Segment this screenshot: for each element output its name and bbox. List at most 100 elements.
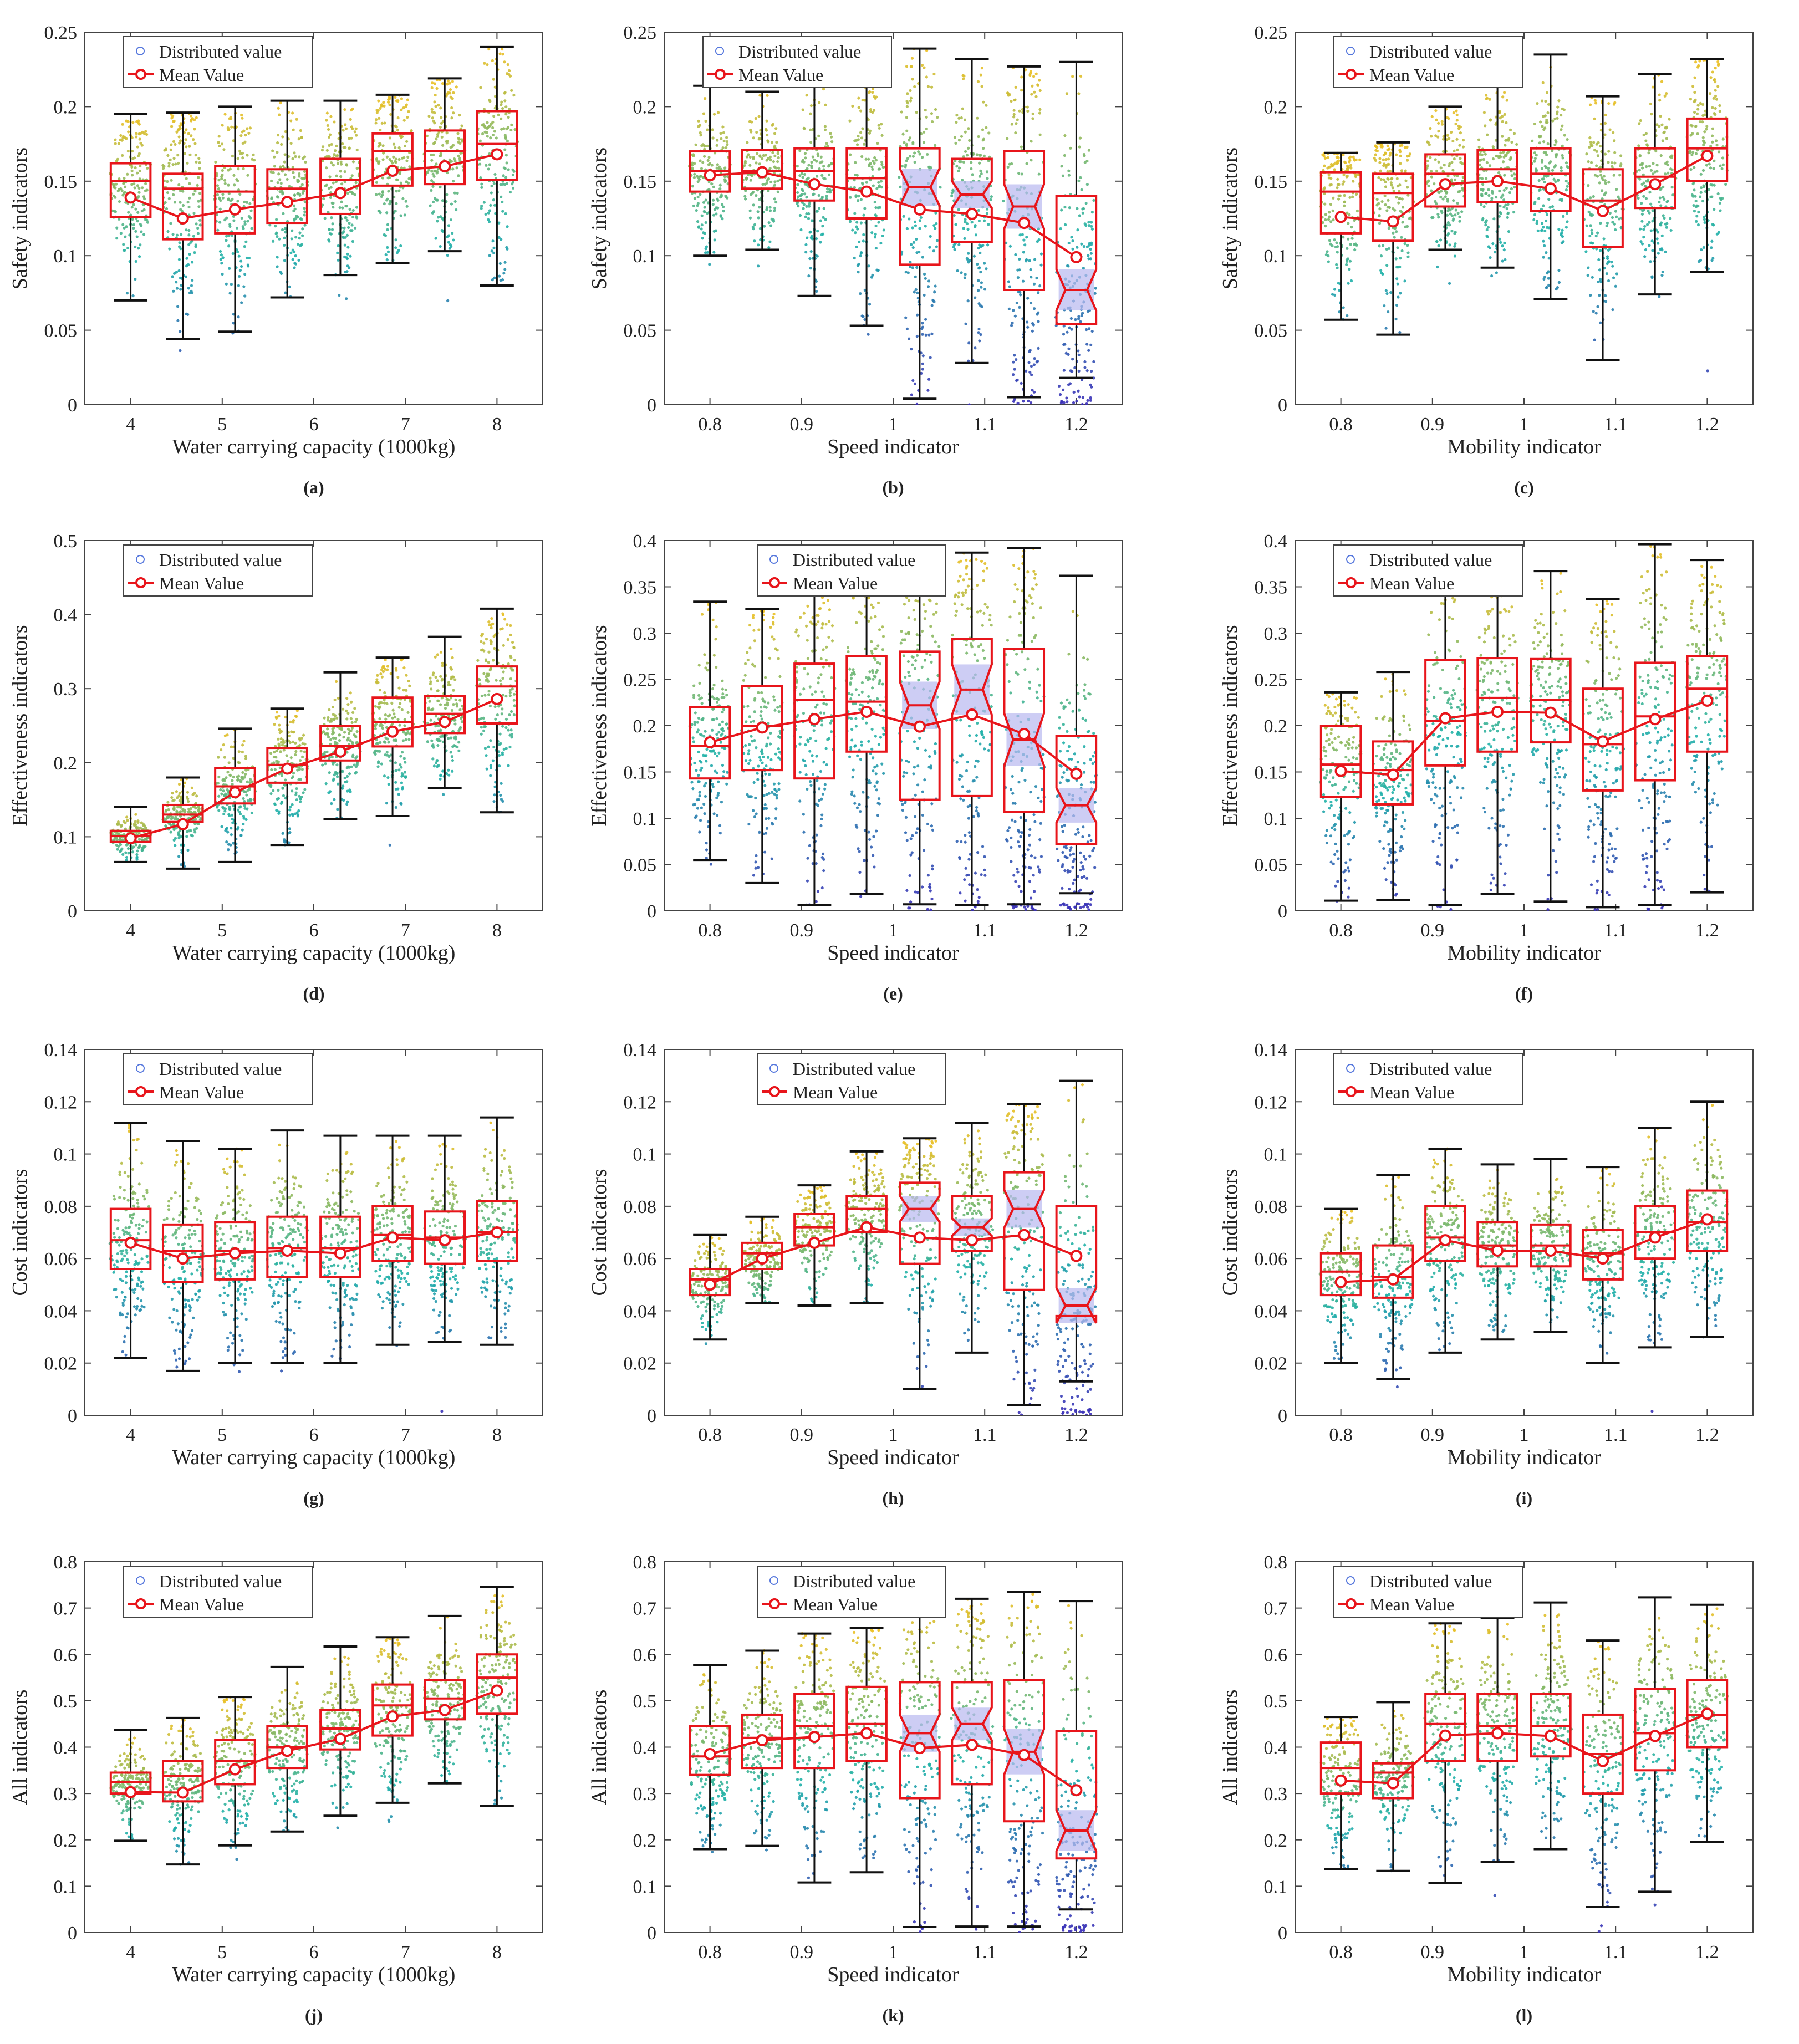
distributed-point xyxy=(322,197,325,200)
distributed-point xyxy=(451,231,454,235)
distributed-point xyxy=(808,205,811,208)
distributed-point xyxy=(505,182,508,185)
distributed-point xyxy=(715,166,718,170)
distributed-point xyxy=(1715,98,1718,101)
distributed-point xyxy=(1506,203,1510,206)
distributed-point xyxy=(194,243,197,247)
distributed-point xyxy=(338,293,341,297)
distributed-point xyxy=(774,127,778,130)
distributed-point xyxy=(297,180,300,183)
distributed-point xyxy=(1448,282,1451,285)
distributed-point xyxy=(773,144,777,147)
distributed-point xyxy=(870,276,874,279)
mean-marker xyxy=(228,203,241,216)
distributed-point xyxy=(272,171,275,174)
distributed-point xyxy=(872,184,875,187)
distributed-point xyxy=(1329,242,1332,246)
x-tick-label: 8 xyxy=(492,920,502,941)
distributed-point xyxy=(1441,150,1445,153)
distributed-point xyxy=(815,160,818,163)
distributed-point xyxy=(436,220,439,223)
distributed-point xyxy=(190,119,193,123)
distributed-point xyxy=(491,239,495,243)
distributed-point xyxy=(302,177,305,181)
distributed-point xyxy=(221,124,224,127)
distributed-point xyxy=(1395,177,1399,180)
distributed-point xyxy=(974,233,978,237)
distributed-point xyxy=(1510,187,1513,191)
distributed-point xyxy=(1611,165,1614,168)
distributed-point xyxy=(776,179,779,183)
distributed-point xyxy=(242,129,246,132)
distributed-point xyxy=(429,204,432,207)
distributed-point xyxy=(121,853,125,856)
distributed-point xyxy=(269,170,273,174)
distributed-point xyxy=(228,814,231,817)
distributed-point xyxy=(1650,276,1654,279)
distributed-point xyxy=(986,177,989,180)
distributed-point xyxy=(1384,157,1388,161)
distributed-point xyxy=(820,160,824,164)
distributed-point xyxy=(1322,155,1326,158)
distributed-point xyxy=(871,167,874,171)
distributed-point xyxy=(325,183,328,187)
distributed-point xyxy=(860,251,863,254)
distributed-point xyxy=(140,821,143,824)
distributed-point xyxy=(350,125,354,129)
distributed-point xyxy=(1012,113,1016,116)
distributed-point xyxy=(1348,156,1351,160)
distributed-point xyxy=(248,798,252,801)
distributed-point xyxy=(909,265,912,268)
distributed-point xyxy=(1382,158,1385,161)
distributed-point xyxy=(801,176,804,179)
distributed-point xyxy=(135,826,139,829)
distributed-point xyxy=(763,225,766,228)
distributed-point xyxy=(1391,186,1394,190)
distributed-point xyxy=(913,290,916,294)
distributed-point xyxy=(1060,165,1063,168)
distributed-point xyxy=(452,157,456,161)
distributed-point xyxy=(1397,197,1401,201)
distributed-point xyxy=(226,126,230,130)
distributed-point xyxy=(141,824,145,827)
distributed-point xyxy=(300,218,303,221)
distributed-point xyxy=(1067,241,1071,245)
box-iqr xyxy=(1003,150,1046,292)
distributed-point xyxy=(137,119,140,123)
distributed-point xyxy=(859,292,862,295)
distributed-point xyxy=(142,197,146,201)
distributed-point xyxy=(179,139,182,142)
distributed-point xyxy=(1595,164,1598,167)
mean-line xyxy=(130,153,497,220)
distributed-point xyxy=(1392,231,1395,235)
distributed-point xyxy=(1599,321,1602,324)
distributed-point xyxy=(1400,169,1404,172)
distributed-point xyxy=(1718,104,1721,108)
distributed-point xyxy=(235,178,238,181)
distributed-point xyxy=(230,125,233,129)
distributed-point xyxy=(166,230,170,233)
distributed-point xyxy=(702,201,706,204)
distributed-point xyxy=(1607,260,1611,263)
distributed-point xyxy=(181,190,185,193)
distributed-point xyxy=(1512,172,1516,176)
distributed-point xyxy=(455,166,458,170)
distributed-point xyxy=(187,829,191,833)
distributed-point xyxy=(1077,369,1081,373)
distributed-point xyxy=(691,185,695,188)
distributed-point xyxy=(505,127,508,131)
distributed-point xyxy=(167,197,171,200)
distributed-point xyxy=(1038,111,1042,115)
distributed-point xyxy=(1071,247,1074,251)
distributed-point xyxy=(952,246,955,249)
distributed-point xyxy=(179,288,182,291)
distributed-point xyxy=(983,262,986,265)
distributed-point xyxy=(1014,131,1017,135)
distributed-point xyxy=(1510,170,1513,173)
distributed-point xyxy=(130,150,134,153)
distributed-point xyxy=(329,191,333,195)
distributed-point xyxy=(711,203,715,206)
distributed-point xyxy=(121,154,124,157)
distributed-point xyxy=(1087,327,1091,330)
distributed-point xyxy=(1667,171,1670,175)
